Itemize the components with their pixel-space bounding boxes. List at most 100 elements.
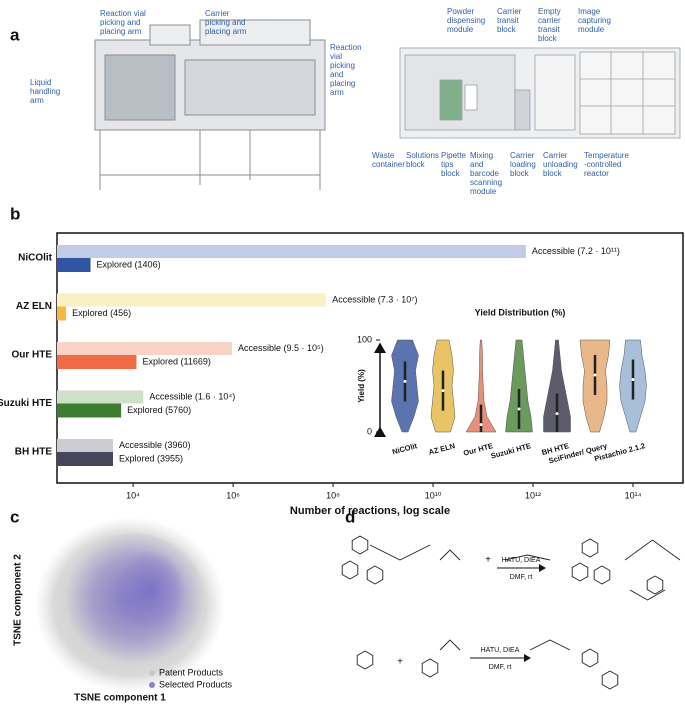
category-label: Suzuki HTE xyxy=(0,398,52,409)
category-label: BH HTE xyxy=(15,447,53,458)
callout-label: placing xyxy=(330,79,355,88)
callout-label: Reaction vial xyxy=(100,9,146,18)
callout-label: vial xyxy=(330,52,342,61)
x-tick-label: 10¹⁴ xyxy=(625,490,642,500)
tsne-cloud xyxy=(35,517,225,693)
machine-illustration xyxy=(94,19,326,190)
ring xyxy=(601,670,619,690)
bar xyxy=(57,355,137,369)
callout-label: loading xyxy=(510,160,536,169)
ring xyxy=(581,538,599,558)
ring xyxy=(366,565,384,585)
violin-median xyxy=(555,412,559,416)
violin-category-label: AZ ELN xyxy=(428,441,456,457)
ring xyxy=(646,575,664,595)
violin-category-label: Suzuki HTE xyxy=(490,441,532,460)
callout-label: Carrier xyxy=(497,7,522,16)
bond xyxy=(439,639,461,651)
bar xyxy=(57,258,91,272)
callout-label: picking and xyxy=(100,18,140,27)
value-label: Accessible (3960) xyxy=(119,440,191,450)
violin-category-label: Our HTE xyxy=(462,441,494,458)
callout-label: Waste xyxy=(372,151,395,160)
ring xyxy=(421,658,439,678)
violin-median xyxy=(517,407,521,411)
legend-label: Selected Products xyxy=(159,679,233,689)
value-label: Accessible (1.6 · 10⁴) xyxy=(149,391,235,401)
callout-label: barcode xyxy=(470,169,499,178)
callout-label: Powder xyxy=(447,7,474,16)
panel-label: a xyxy=(10,25,20,44)
category-label: Our HTE xyxy=(11,350,52,361)
violin-median xyxy=(593,373,597,377)
violin xyxy=(505,339,533,433)
bar xyxy=(57,403,122,418)
plus-sign: + xyxy=(485,555,491,566)
x-tick-label: 10¹⁰ xyxy=(425,490,442,500)
violin xyxy=(543,339,571,433)
value-label: Accessible (7.3 · 10⁷) xyxy=(332,294,417,304)
callout-label: block xyxy=(543,169,563,178)
callout-label: and xyxy=(470,160,483,169)
callout-label: tips xyxy=(441,160,453,169)
callout-label: module xyxy=(447,25,474,34)
callout-label: Reaction xyxy=(330,43,362,52)
callout-label: reactor xyxy=(584,169,609,178)
reaction-condition: DMF, rt xyxy=(489,664,512,671)
callout-label: transit xyxy=(497,16,520,25)
violin-median xyxy=(479,423,483,427)
callout-label: module xyxy=(470,187,497,196)
violin-median xyxy=(631,378,635,382)
x-tick-label: 10¹² xyxy=(525,490,541,500)
panel-label: c xyxy=(10,507,19,526)
y-tick-label: 0 xyxy=(367,426,372,436)
ring xyxy=(341,560,359,580)
value-label: Explored (456) xyxy=(72,308,131,318)
callout-label: Image xyxy=(578,7,601,16)
x-tick-label: 10⁶ xyxy=(226,490,240,500)
value-label: Explored (3955) xyxy=(119,453,183,463)
bond xyxy=(504,554,551,561)
bar xyxy=(57,306,67,321)
callout-label: Temperature xyxy=(584,151,629,160)
callout-label: Empty xyxy=(538,7,561,16)
violin xyxy=(465,339,497,433)
callout-label: block xyxy=(406,160,426,169)
bond xyxy=(369,544,431,561)
value-label: Accessible (9.5 · 10⁵) xyxy=(238,343,324,353)
x-tick-label: 10⁴ xyxy=(126,490,140,500)
callout-label: and xyxy=(330,70,343,79)
bar xyxy=(57,342,232,355)
y-tick-label: 100 xyxy=(357,334,372,344)
category-label: NiCOlit xyxy=(18,253,53,264)
callout-label: block xyxy=(497,25,517,34)
reaction-condition: HATU, DIEA xyxy=(502,557,541,564)
panel-label: b xyxy=(10,204,20,223)
x-tick-label: 10⁸ xyxy=(326,490,340,500)
callout-label: carrier xyxy=(538,16,561,25)
callout-label: placing arm xyxy=(100,27,142,36)
value-label: Explored (5760) xyxy=(127,405,191,415)
bond xyxy=(529,639,571,651)
reaction-condition: DMF, rt xyxy=(510,574,533,581)
callout-label: picking and xyxy=(205,18,245,27)
callout-label: Carrier xyxy=(543,151,568,160)
callout-label: Solutions xyxy=(406,151,439,160)
ring xyxy=(593,565,611,585)
x-axis-label: Number of reactions, log scale xyxy=(290,505,450,517)
layout-illustration xyxy=(399,47,681,139)
ring xyxy=(571,562,589,582)
legend-swatch xyxy=(149,670,155,676)
callout-label: arm xyxy=(330,88,344,97)
bar xyxy=(57,293,327,307)
ring xyxy=(356,650,374,670)
callout-label: Liquid xyxy=(30,78,51,87)
ring xyxy=(351,535,369,555)
callout-label: arm xyxy=(30,96,44,105)
bar xyxy=(57,452,113,466)
callout-label: block xyxy=(538,34,558,43)
callout-label: handling xyxy=(30,87,60,96)
callout-label: container xyxy=(372,160,405,169)
callout-label: capturing xyxy=(578,16,611,25)
y-axis-label: Yield (%) xyxy=(357,369,366,403)
